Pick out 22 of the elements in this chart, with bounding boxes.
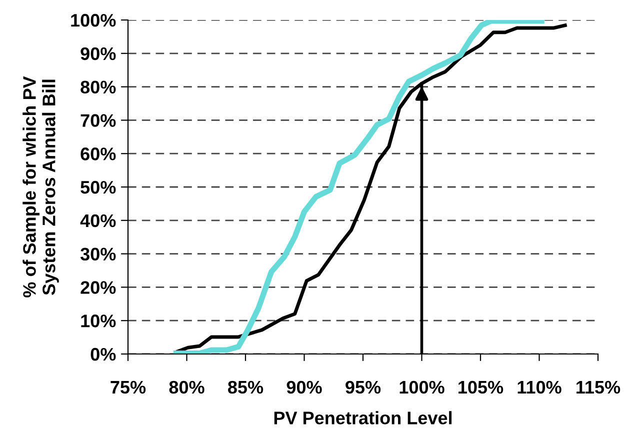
x-tick-label: 75% xyxy=(110,380,146,394)
y-tick-label: 60% xyxy=(80,148,116,160)
y-axis-title: % of Sample for which PV System Zeros Annual Bill xyxy=(22,76,59,298)
x-tick-label: 90% xyxy=(286,380,322,394)
x-tick-label: 85% xyxy=(228,380,264,394)
x-tick-label: 100% xyxy=(400,380,444,394)
y-tick-label: 30% xyxy=(80,248,116,261)
x-tick-label: 105% xyxy=(458,380,504,394)
x-tick-label: 95% xyxy=(346,380,381,394)
y-tick-label: 10% xyxy=(81,314,116,328)
y-tick-label: 50% xyxy=(80,180,116,194)
y-tick-label: 0% xyxy=(90,348,116,361)
x-tick-label: 110% xyxy=(518,380,562,394)
x-tick-label: 115% xyxy=(576,380,620,394)
y-tick-label: 100% xyxy=(71,14,116,27)
y-tick-label: 20% xyxy=(80,281,116,294)
y-tick-label: 90% xyxy=(80,47,116,60)
y-tick-label: 80% xyxy=(80,80,116,94)
x-axis-title: PV Penetration Level xyxy=(274,411,452,424)
y-tick-label: 70% xyxy=(80,114,116,127)
y-tick-label: 40% xyxy=(80,214,116,228)
x-tick-label: 80% xyxy=(169,380,204,394)
